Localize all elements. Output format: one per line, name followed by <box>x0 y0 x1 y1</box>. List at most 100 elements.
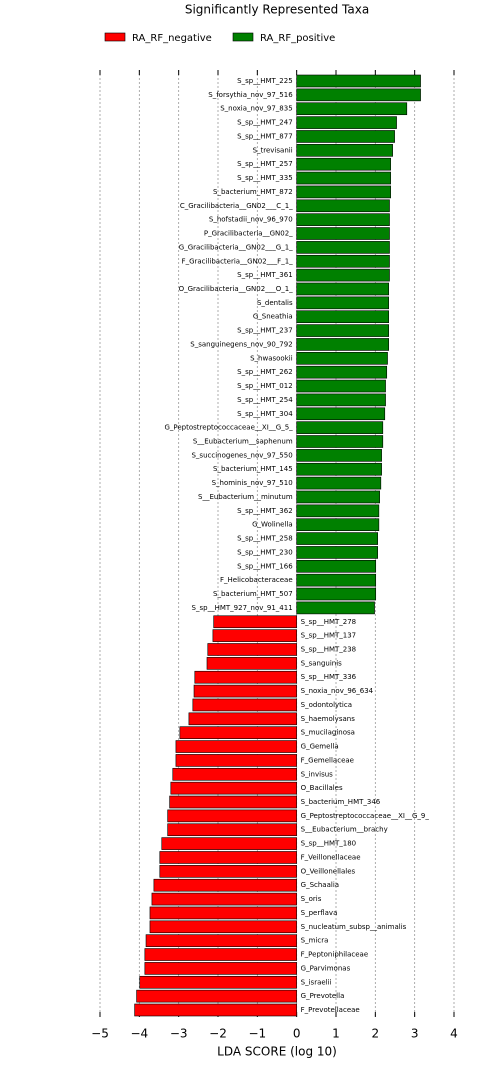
category-label: S_sanguinis <box>301 659 343 667</box>
category-label: G_Peptostreptococcaceae__XI__G_9_ <box>301 812 430 820</box>
category-label: S_hominis_nov_97_510 <box>212 479 293 487</box>
bar <box>207 643 297 656</box>
bar <box>175 754 297 767</box>
bar <box>296 532 378 545</box>
category-label: S_sp__HMT_257 <box>237 160 292 168</box>
bar <box>296 199 390 213</box>
category-label: S_israelii <box>301 978 332 986</box>
category-label: S_trevisanii <box>253 146 293 154</box>
legend-label: RA_RF_negative <box>132 33 212 44</box>
bar <box>170 781 297 795</box>
category-label: S_sp__HMT_166 <box>237 562 293 570</box>
x-tick-label: 0 <box>293 1027 301 1041</box>
bar <box>296 130 395 143</box>
category-label: F_Peptoniphilaceae <box>301 951 368 959</box>
bar <box>296 324 390 337</box>
category-label: S__Eubacterium__brachy <box>301 826 388 834</box>
bar <box>213 615 297 629</box>
bar <box>296 144 393 157</box>
bar <box>192 698 297 712</box>
category-label: S_sp__HMT_335 <box>237 174 292 182</box>
category-label: S_sp__HMT_336 <box>301 673 357 681</box>
bar <box>296 171 391 185</box>
category-label: S_sp__HMT_262 <box>237 368 292 376</box>
category-label: S_nucleatum_subsp__animalis <box>301 923 407 931</box>
bar <box>153 878 297 892</box>
x-tick-label: −3 <box>170 1027 188 1041</box>
category-label: S_bacterium_HMT_145 <box>213 465 293 473</box>
category-label: C_Gracilibacteria__GN02___C_1_ <box>180 202 293 210</box>
bar <box>296 296 390 310</box>
category-label: G_Gemella <box>301 743 339 751</box>
bar <box>296 338 390 351</box>
category-label: S_noxia_nov_97_835 <box>220 105 292 113</box>
category-label: S_dentalis <box>257 299 293 307</box>
category-label: S_sp__HMT_927_nov_91_411 <box>192 604 293 612</box>
bar <box>296 587 377 601</box>
bar <box>144 962 297 975</box>
category-label: G_Peptostreptococcaceae__XI__G_5_ <box>164 424 293 432</box>
category-label: S_sp__HMT_258 <box>237 535 292 543</box>
bar <box>296 407 386 421</box>
bar <box>296 546 378 559</box>
category-label: O_Veillonellales <box>301 867 356 875</box>
bar <box>167 823 297 837</box>
bar <box>296 241 390 254</box>
category-label: S_bacterium_HMT_346 <box>301 798 381 806</box>
category-label: S_sanguinegens_nov_90_792 <box>190 340 292 348</box>
bar <box>296 573 377 587</box>
category-label: S_sp__HMT_225 <box>237 77 292 85</box>
bar <box>296 462 382 476</box>
bar <box>188 712 297 726</box>
category-label: S_sp__HMT_180 <box>301 840 356 848</box>
bar <box>151 892 297 906</box>
x-tick-label: −5 <box>91 1027 109 1041</box>
category-label: G_Sneathia <box>253 313 293 321</box>
bar <box>296 88 421 102</box>
bar <box>167 809 297 823</box>
x-axis-label: LDA SCORE (log 10) <box>217 1045 337 1059</box>
bar <box>179 726 297 739</box>
category-label: S_bacterium_HMT_872 <box>213 188 293 196</box>
bar <box>149 920 297 934</box>
bar <box>296 490 380 504</box>
category-label: G_Prevotella <box>301 992 345 1000</box>
category-label: P_Gracilibacteria__GN02_ <box>204 230 293 238</box>
x-tick-label: 1 <box>332 1027 340 1041</box>
bar <box>296 449 382 462</box>
category-label: S__Eubacterium__minutum <box>198 493 293 501</box>
category-label: S_mucilaginosa <box>301 729 355 737</box>
bar <box>296 393 386 407</box>
bar <box>206 657 297 670</box>
bar <box>296 476 382 490</box>
category-label: G_Gracilibacteria__GN02___G_1_ <box>179 243 293 251</box>
bar <box>296 282 390 296</box>
bar <box>296 435 384 448</box>
category-label: S_oris <box>301 895 322 903</box>
bar <box>296 213 390 226</box>
x-tick-label: −2 <box>209 1027 227 1041</box>
chart-title: Significantly Represented Taxa <box>185 3 369 17</box>
category-label: S_hofstadii_nov_96_970 <box>209 216 293 224</box>
bar <box>159 865 297 878</box>
bar <box>136 989 297 1003</box>
x-tick-label: 2 <box>372 1027 380 1041</box>
bar <box>139 975 297 989</box>
bar <box>145 934 297 947</box>
x-tick-label: −4 <box>130 1027 148 1041</box>
bar <box>172 767 297 781</box>
category-label: S_sp__HMT_238 <box>301 645 356 653</box>
bar <box>296 352 388 365</box>
x-tick-label: −1 <box>248 1027 266 1041</box>
bar <box>296 254 390 268</box>
category-label: S_sp__HMT_304 <box>237 410 293 418</box>
category-label: S_sp__HMT_237 <box>237 327 292 335</box>
bar <box>144 948 297 961</box>
category-label: S_sp__HMT_230 <box>237 548 292 556</box>
category-label: S_haemolysans <box>301 715 356 723</box>
category-label: S_sp__HMT_362 <box>237 507 292 515</box>
category-label: S_invisus <box>301 770 333 778</box>
bar <box>296 185 391 199</box>
category-label: F_Gracilibacteria__GN02___F_1_ <box>182 257 294 265</box>
legend-swatch <box>232 32 254 42</box>
